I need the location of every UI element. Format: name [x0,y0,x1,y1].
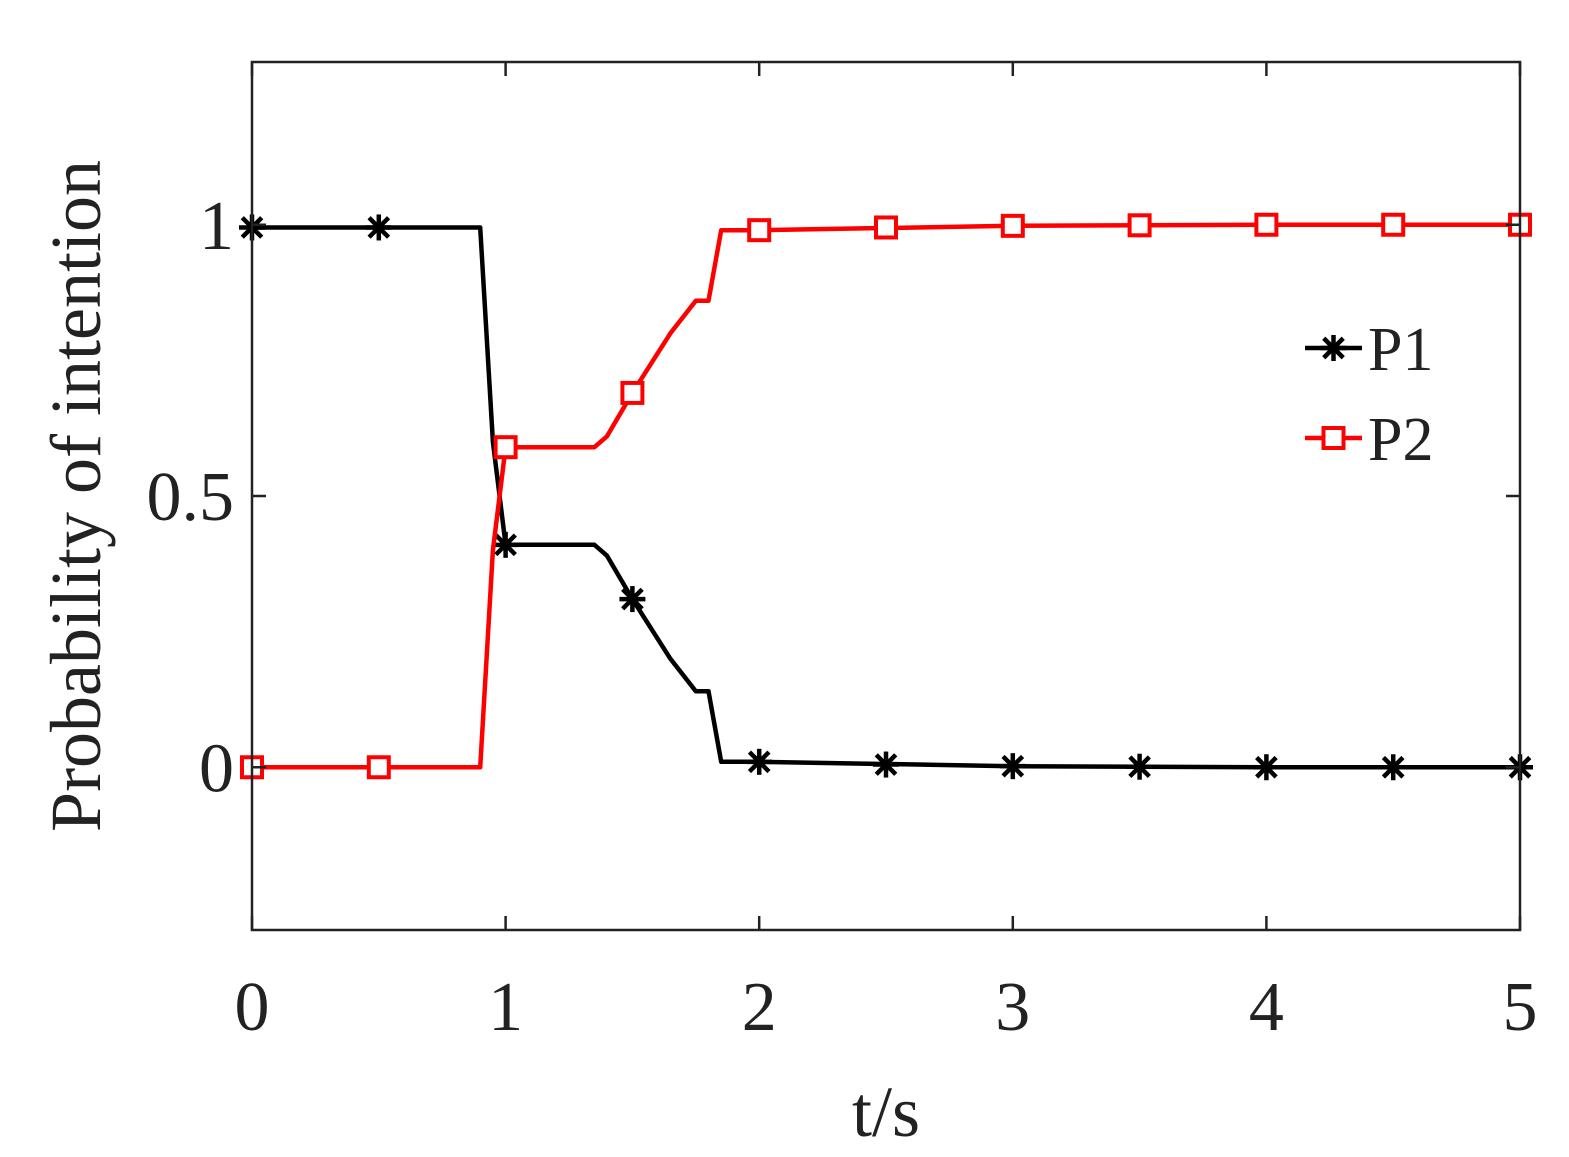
series-line-p1 [252,225,1520,770]
x-tick-label: 3 [995,969,1030,1046]
y-tick-label: 1 [199,188,234,265]
legend-marker [1321,426,1346,450]
x-tick-label: 0 [235,969,270,1046]
data-point-p2 [366,755,391,780]
legend-item-p2: P2 [1305,406,1433,474]
data-point-p1 [619,586,646,613]
data-point-p2 [1381,212,1406,237]
data-point-p1 [746,748,773,775]
data-point-p2 [874,215,898,240]
data-point-p1 [873,751,899,778]
x-axis-label: t/s [852,1072,920,1152]
data-point-p2 [747,218,772,243]
legend-label: P1 [1368,316,1433,384]
x-tick-label: 4 [1249,969,1284,1046]
legend-marker [1320,335,1347,361]
series-p1 [239,214,1533,781]
data-point-p1 [365,214,392,241]
axis-ticks [250,62,1522,930]
data-point-p1 [999,753,1026,780]
data-point-p2 [1127,213,1152,238]
plot-frame [250,60,1522,932]
data-point-p2 [620,380,645,405]
y-tick-label: 0.5 [147,459,235,536]
x-tick-label: 1 [488,969,523,1046]
x-tick-label: 5 [1503,969,1538,1046]
data-point-p1 [492,531,519,558]
legend-label: P2 [1368,406,1433,474]
series-line-p2 [252,222,1520,770]
tick-labels: 0 1 2 3 4 5 0 0.5 1 [147,188,1538,1046]
data-point-p1 [1253,754,1280,781]
data-point-p1 [1126,753,1153,780]
data-point-p2 [493,435,518,460]
data-point-p2 [1254,212,1279,237]
y-tick-label: 0 [199,730,234,807]
data-point-p2 [1000,213,1025,238]
legend-item-p1: P1 [1305,316,1433,384]
data-point-p1 [1380,754,1407,781]
plot-series [239,212,1533,781]
x-tick-label: 2 [742,969,777,1046]
series-p2 [240,212,1532,780]
y-axis-label: Probability of intention [36,160,116,832]
